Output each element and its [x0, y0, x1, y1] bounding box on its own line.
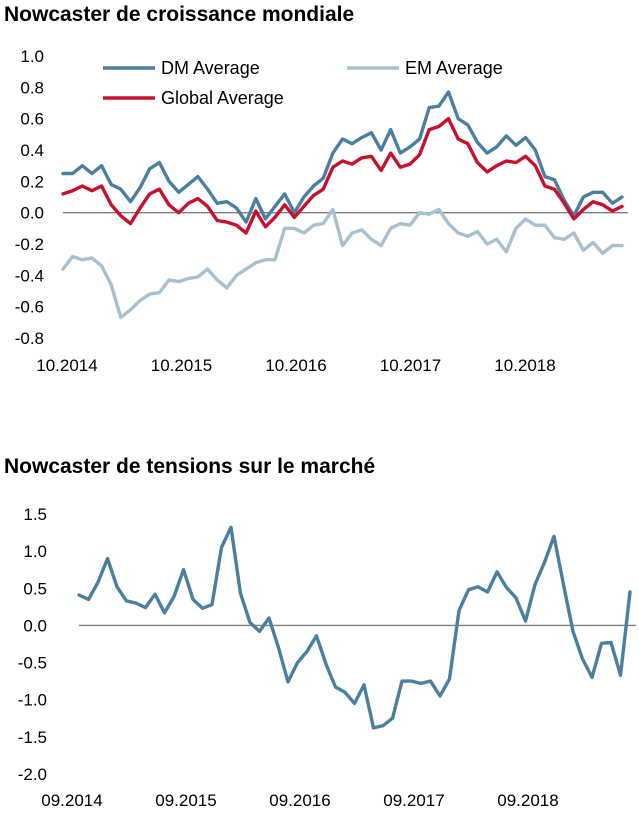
market-stress-nowcaster-chart: 1.5 1.0 0.5 0.0 -0.5 -1.0 -1.5 -2.0 09.2014 09.20…	[18, 505, 636, 810]
legend-label-dm-average: DM Average	[161, 58, 260, 78]
chart2-y-tick-label: -1.0	[18, 691, 47, 710]
chart1-x-tick-label: 10.2017	[380, 356, 441, 375]
chart1-y-tick-label: 0.6	[20, 110, 44, 129]
chart2-x-tick-label: 09.2015	[155, 791, 216, 810]
chart1-title: Nowcaster de croissance mondiale	[4, 3, 355, 26]
chart1-y-tick-label: 0.2	[20, 172, 44, 191]
chart1-y-tick-label: 0.4	[20, 141, 44, 160]
chart1-y-tick-label: 0.0	[20, 204, 44, 223]
chart2-x-tick-label: 09.2016	[269, 791, 330, 810]
chart2-y-tick-label: -0.5	[18, 654, 47, 673]
chart1-x-tick-label: 10.2018	[494, 356, 555, 375]
chart1-y-tick-label: -0.6	[15, 298, 44, 317]
chart1-y-tick-label: 1.0	[20, 47, 44, 66]
legend-label-global-average: Global Average	[161, 88, 284, 108]
chart2-y-tick-label: 1.5	[23, 505, 47, 524]
chart1-y-tick-label: -0.4	[15, 266, 44, 285]
chart2-title: Nowcaster de tensions sur le marché	[4, 455, 376, 478]
chart1-series-global-average-line	[61, 116, 624, 235]
chart1-series-em-average-line	[61, 207, 624, 320]
growth-nowcaster-chart: 1.0 0.8 0.6 0.4 0.2 0.0 -0.2 -0.4 -0.6 -0.8 10.201…	[15, 47, 628, 375]
chart2-x-tick-label: 09.2017	[383, 791, 444, 810]
chart1-y-tick-label: 0.8	[20, 78, 44, 97]
chart1-x-tick-label: 10.2015	[151, 356, 212, 375]
chart2-y-tick-label: -2.0	[18, 765, 47, 784]
chart1-y-tick-label: -0.8	[15, 329, 44, 348]
chart2-y-tick-label: 0.0	[23, 616, 47, 635]
legend-label-em-average: EM Average	[405, 58, 503, 78]
chart2-y-tick-label: 1.0	[23, 542, 47, 561]
chart1-y-tick-label: -0.2	[15, 235, 44, 254]
chart1-x-tick-label: 10.2016	[265, 356, 326, 375]
chart2-y-tick-label: -1.5	[18, 728, 47, 747]
chart2-y-tick-label: 0.5	[23, 579, 47, 598]
chart1-x-tick-label: 10.2014	[36, 356, 97, 375]
chart1-series-dm-average-line	[61, 90, 624, 224]
chart2-series-stress-index-line	[77, 525, 632, 730]
chart2-x-tick-label: 09.2014	[41, 791, 102, 810]
chart2-x-tick-label: 09.2018	[497, 791, 558, 810]
